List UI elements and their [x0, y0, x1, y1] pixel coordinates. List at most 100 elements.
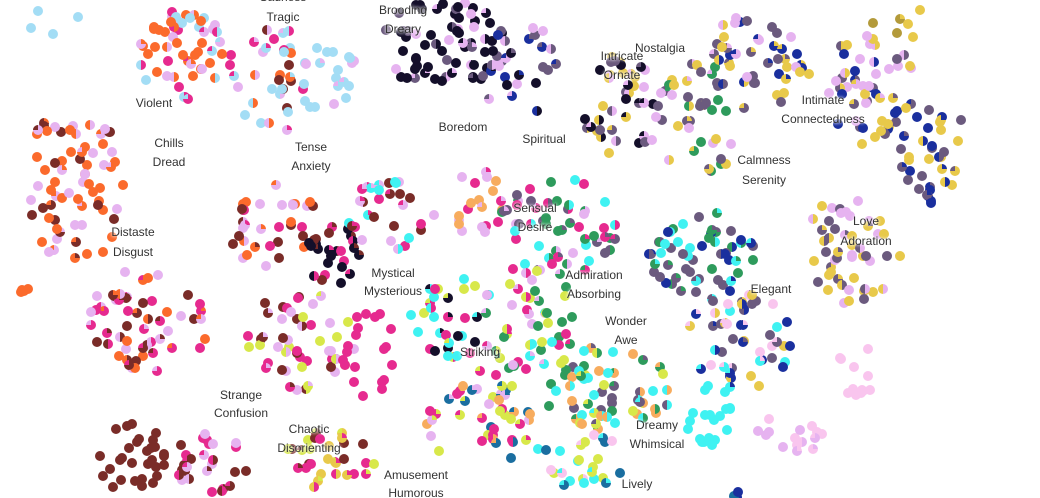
data-point[interactable] — [719, 31, 730, 42]
data-point[interactable] — [32, 125, 43, 136]
data-point[interactable] — [690, 275, 701, 286]
data-point[interactable] — [785, 340, 796, 351]
data-point[interactable] — [713, 274, 724, 285]
data-point[interactable] — [99, 305, 110, 316]
data-point[interactable] — [70, 252, 81, 263]
data-point[interactable] — [225, 59, 236, 70]
data-point[interactable] — [736, 234, 746, 245]
data-point[interactable] — [907, 31, 918, 42]
data-point[interactable] — [422, 419, 433, 430]
data-point[interactable] — [530, 30, 541, 41]
data-point[interactable] — [874, 93, 885, 104]
data-point[interactable] — [684, 415, 695, 426]
data-point[interactable] — [240, 109, 251, 120]
data-point[interactable] — [45, 200, 56, 211]
data-point[interactable] — [694, 212, 705, 223]
data-point[interactable] — [332, 332, 343, 343]
data-point[interactable] — [105, 463, 116, 474]
data-point[interactable] — [598, 222, 609, 233]
data-point[interactable] — [465, 348, 476, 359]
data-point[interactable] — [243, 341, 254, 352]
data-point[interactable] — [454, 219, 465, 230]
data-point[interactable] — [662, 227, 673, 238]
data-point[interactable] — [955, 115, 966, 126]
data-point[interactable] — [662, 384, 673, 395]
data-point[interactable] — [426, 303, 437, 314]
data-point[interactable] — [348, 343, 359, 354]
data-point[interactable] — [108, 289, 119, 300]
data-point[interactable] — [605, 245, 616, 256]
data-point[interactable] — [345, 230, 356, 241]
data-point[interactable] — [768, 40, 779, 51]
data-point[interactable] — [348, 377, 359, 388]
data-point[interactable] — [330, 353, 341, 364]
data-point[interactable] — [274, 253, 285, 264]
data-point[interactable] — [474, 365, 485, 376]
data-point[interactable] — [207, 439, 218, 450]
data-point[interactable] — [781, 316, 792, 327]
data-point[interactable] — [476, 436, 487, 447]
data-point[interactable] — [708, 295, 719, 306]
data-point[interactable] — [323, 440, 334, 451]
data-point[interactable] — [185, 13, 196, 24]
data-point[interactable] — [201, 466, 212, 477]
data-point[interactable] — [543, 65, 554, 76]
data-point[interactable] — [795, 67, 806, 78]
data-point[interactable] — [205, 57, 216, 68]
data-point[interactable] — [662, 400, 673, 410]
data-point[interactable] — [599, 196, 610, 207]
data-point[interactable] — [738, 102, 749, 113]
data-point[interactable] — [875, 125, 886, 136]
data-point[interactable] — [842, 81, 853, 92]
data-point[interactable] — [491, 438, 502, 449]
data-point[interactable] — [507, 436, 518, 447]
data-point[interactable] — [498, 205, 509, 216]
data-point[interactable] — [137, 275, 148, 286]
data-point[interactable] — [746, 238, 757, 248]
data-point[interactable] — [484, 399, 495, 410]
data-point[interactable] — [120, 267, 131, 278]
data-point[interactable] — [365, 183, 376, 194]
data-point[interactable] — [818, 236, 829, 247]
data-point[interactable] — [326, 346, 337, 357]
data-point[interactable] — [501, 52, 512, 63]
data-point[interactable] — [207, 487, 218, 498]
data-point[interactable] — [721, 106, 732, 117]
data-point[interactable] — [79, 169, 90, 180]
data-point[interactable] — [122, 306, 133, 317]
data-point[interactable] — [791, 49, 802, 60]
data-point[interactable] — [152, 269, 163, 280]
data-point[interactable] — [520, 434, 531, 445]
data-point[interactable] — [584, 256, 595, 267]
data-point[interactable] — [32, 152, 43, 163]
data-point[interactable] — [465, 198, 476, 209]
data-point[interactable] — [608, 380, 619, 391]
data-point[interactable] — [481, 308, 492, 319]
data-point[interactable] — [338, 256, 349, 267]
data-point[interactable] — [451, 25, 462, 36]
data-point[interactable] — [580, 239, 591, 250]
data-point[interactable] — [108, 481, 119, 492]
data-point[interactable] — [302, 355, 313, 366]
data-point[interactable] — [593, 115, 604, 126]
data-point[interactable] — [466, 8, 477, 19]
data-point[interactable] — [72, 12, 83, 23]
data-point[interactable] — [194, 343, 205, 354]
data-point[interactable] — [402, 72, 413, 83]
data-point[interactable] — [724, 286, 735, 297]
data-point[interactable] — [323, 454, 334, 465]
data-point[interactable] — [538, 61, 548, 72]
data-point[interactable] — [255, 223, 266, 234]
data-point[interactable] — [129, 363, 140, 374]
data-point[interactable] — [628, 81, 639, 92]
data-point[interactable] — [721, 158, 732, 169]
data-point[interactable] — [648, 386, 659, 397]
data-point[interactable] — [436, 45, 447, 56]
data-point[interactable] — [540, 444, 551, 455]
data-point[interactable] — [691, 59, 702, 70]
data-point[interactable] — [880, 128, 891, 139]
data-point[interactable] — [85, 319, 96, 330]
data-point[interactable] — [691, 308, 702, 319]
data-point[interactable] — [490, 176, 501, 187]
data-point[interactable] — [44, 213, 55, 224]
